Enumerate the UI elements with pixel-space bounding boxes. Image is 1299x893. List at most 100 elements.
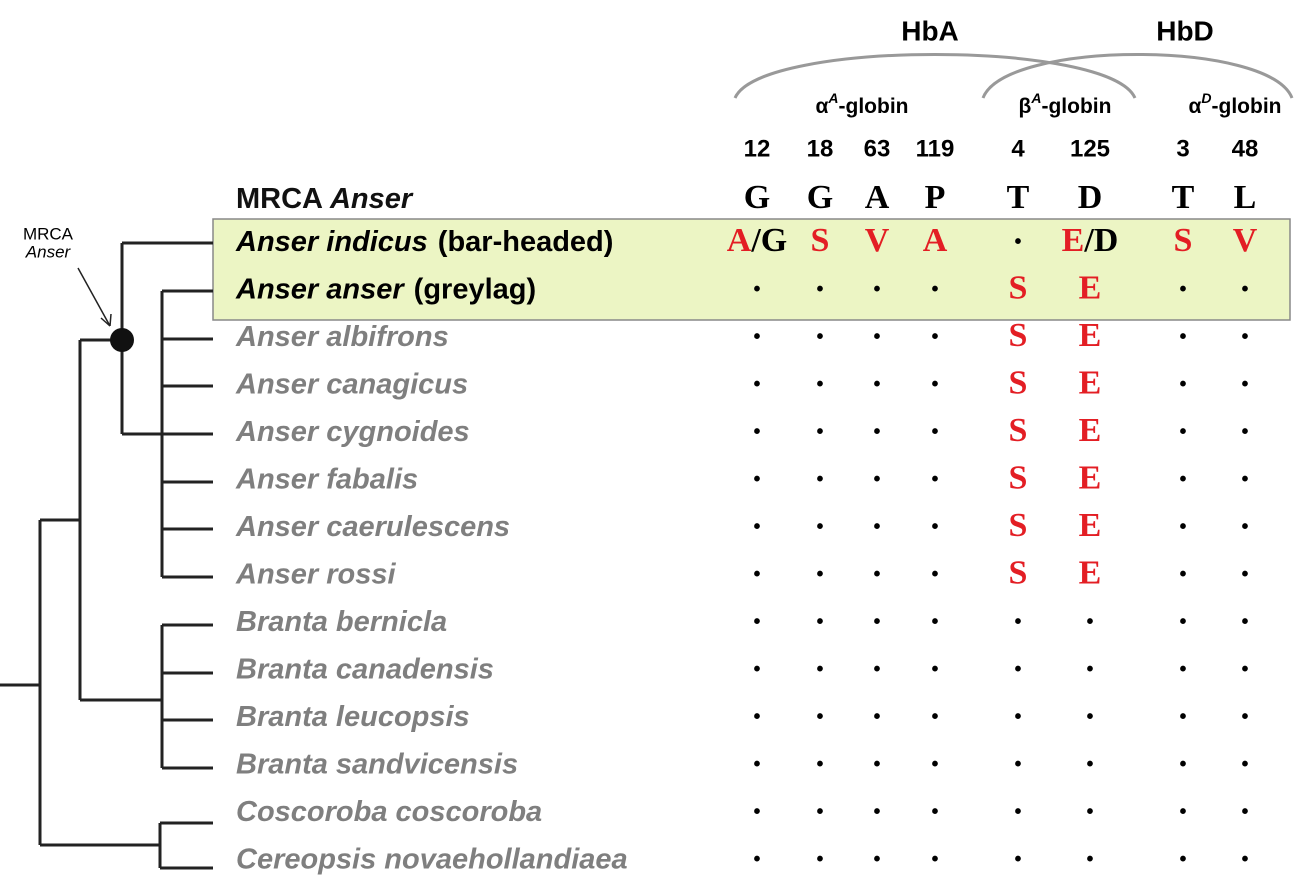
identical-dot: • [816, 516, 823, 538]
residue: • [931, 326, 938, 348]
residue: • [873, 374, 880, 396]
residue: S [1174, 222, 1193, 259]
identical-dot: • [753, 659, 760, 681]
identical-dot: • [1179, 754, 1186, 776]
residue-part: S [1009, 269, 1028, 306]
hb-label: HbD [1156, 15, 1214, 46]
identical-dot: • [1086, 754, 1093, 776]
residue-part: V [865, 222, 890, 259]
identical-dot: • [873, 659, 880, 681]
position: 18 [807, 135, 834, 162]
identical-dot: • [931, 659, 938, 681]
identical-dot: • [753, 421, 760, 443]
residue: • [1179, 659, 1186, 681]
identical-dot: • [816, 279, 823, 301]
residue: • [873, 849, 880, 871]
identical-dot: • [1014, 801, 1021, 823]
ancestral-residue: T [1007, 179, 1030, 216]
species-name: Branta bernicla [236, 606, 447, 638]
residue: • [1014, 611, 1021, 633]
globin-sup: A [1030, 90, 1041, 106]
species: Anser rossi [235, 558, 397, 590]
species: Anser indicus (bar-headed) [235, 226, 613, 258]
residue-part: E [1079, 317, 1102, 354]
residue: • [1086, 706, 1093, 728]
identical-dot: • [1179, 326, 1186, 348]
residue: • [1241, 849, 1248, 871]
identical-dot: • [1241, 754, 1248, 776]
identical-dot: • [873, 421, 880, 443]
residue: • [873, 279, 880, 301]
identical-dot: • [931, 374, 938, 396]
residue: • [816, 611, 823, 633]
identical-dot: • [931, 706, 938, 728]
residue-part: S [1009, 507, 1028, 544]
common-name: (bar-headed) [438, 226, 614, 258]
residue: • [1241, 706, 1248, 728]
identical-dot: • [1014, 231, 1021, 253]
identical-dot: • [816, 849, 823, 871]
residue-part: A [727, 222, 752, 259]
globin-suffix: -globin [839, 95, 909, 118]
residue-part: /G [750, 222, 787, 259]
species: Anser anser (greylag) [235, 273, 536, 305]
ancestral-residue: G [744, 179, 770, 216]
globin-base: β [1019, 95, 1032, 118]
residue: • [873, 564, 880, 586]
identical-dot: • [1014, 706, 1021, 728]
species-name: Anser fabalis [235, 463, 418, 495]
residue: V [865, 222, 890, 259]
identical-dot: • [1179, 801, 1186, 823]
residue: • [753, 849, 760, 871]
residue: • [753, 659, 760, 681]
residue: • [931, 801, 938, 823]
identical-dot: • [931, 279, 938, 301]
identical-dot: • [1179, 279, 1186, 301]
species-name: Branta leucopsis [236, 701, 470, 733]
residue: • [1086, 754, 1093, 776]
identical-dot: • [873, 564, 880, 586]
residue: • [753, 374, 760, 396]
residue: A/G [727, 222, 787, 259]
ancestral-residue: L [1234, 179, 1257, 216]
globin-base: α [1188, 95, 1201, 118]
identical-dot: • [1241, 611, 1248, 633]
species-name: Branta canadensis [236, 653, 494, 685]
residue: • [931, 754, 938, 776]
identical-dot: • [816, 469, 823, 491]
identical-dot: • [1179, 516, 1186, 538]
identical-dot: • [816, 611, 823, 633]
identical-dot: • [753, 469, 760, 491]
position: 125 [1070, 135, 1110, 162]
residue: • [931, 374, 938, 396]
identical-dot: • [816, 706, 823, 728]
identical-dot: • [816, 374, 823, 396]
residue: • [753, 469, 760, 491]
residue: • [816, 421, 823, 443]
position: 3 [1176, 135, 1189, 162]
residue: • [1086, 611, 1093, 633]
residue: • [1179, 611, 1186, 633]
species: Branta bernicla [236, 606, 447, 638]
residue: E [1079, 412, 1102, 449]
residue: • [1241, 659, 1248, 681]
identical-dot: • [1241, 421, 1248, 443]
position: 63 [864, 135, 891, 162]
position: 48 [1232, 135, 1259, 162]
identical-dot: • [1179, 849, 1186, 871]
residue: • [1014, 659, 1021, 681]
identical-dot: • [1241, 326, 1248, 348]
residue: E [1079, 364, 1102, 401]
identical-dot: • [873, 326, 880, 348]
residue: E/D [1062, 222, 1119, 259]
species: Anser caerulescens [235, 511, 510, 543]
residue: • [873, 421, 880, 443]
residue: S [811, 222, 830, 259]
identical-dot: • [1014, 849, 1021, 871]
residue: S [1009, 269, 1028, 306]
ancestral-residue: D [1078, 179, 1103, 216]
residue: • [1179, 326, 1186, 348]
residue: • [816, 374, 823, 396]
residue: • [753, 516, 760, 538]
residue: E [1079, 269, 1102, 306]
